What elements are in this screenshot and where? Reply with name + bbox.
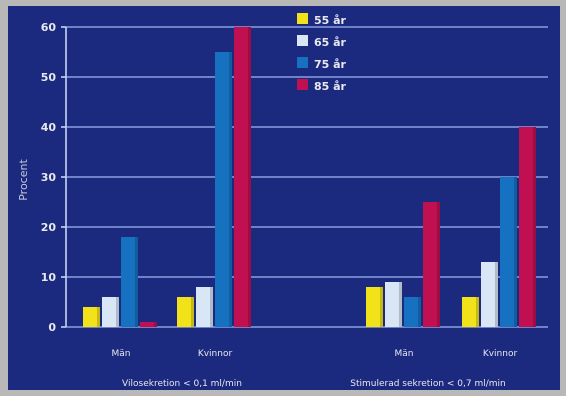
bar-shade [514, 177, 517, 327]
bar [462, 297, 479, 327]
legend: 55 år 65 år 75 år 85 år [297, 13, 347, 93]
bar-shade [154, 322, 157, 327]
bar [177, 297, 194, 327]
x-category-label: Män [112, 349, 131, 359]
bar [196, 287, 213, 327]
bar [121, 237, 138, 327]
bar [83, 307, 100, 327]
legend-label: 75 år [314, 58, 347, 71]
y-tick-label: 0 [48, 321, 56, 334]
bar-shade [229, 52, 232, 327]
bar-shade [97, 307, 100, 327]
bar-shade [116, 297, 119, 327]
bar-shade [135, 237, 138, 327]
bar-shade [191, 297, 194, 327]
bar-shade [418, 297, 421, 327]
bar [423, 202, 440, 327]
bar [481, 262, 498, 327]
bar [404, 297, 421, 327]
legend-label: 55 år [314, 14, 347, 27]
y-tick-label: 10 [41, 271, 57, 284]
group-label-2: Stimulerad sekretion < 0,7 ml/min [350, 379, 505, 389]
bar [140, 322, 157, 327]
legend-swatch [297, 35, 308, 46]
x-axis-categories: Män Kvinnor Män Kvinnor [112, 349, 518, 359]
legend-swatch [297, 57, 308, 68]
bar [519, 127, 536, 327]
gridlines [61, 26, 548, 328]
y-tick-label: 40 [41, 121, 57, 134]
bar-shade [476, 297, 479, 327]
bar [102, 297, 119, 327]
bar [385, 282, 402, 327]
legend-swatch [297, 79, 308, 90]
legend-label: 85 år [314, 80, 347, 93]
x-category-label: Kvinnor [483, 349, 518, 359]
bar [500, 177, 517, 327]
bar-shade [437, 202, 440, 327]
bar [215, 52, 232, 327]
bar-shade [210, 287, 213, 327]
group-label-1: Vilosekretion < 0,1 ml/min [122, 379, 242, 389]
x-category-label: Kvinnor [198, 349, 233, 359]
legend-swatch [297, 13, 308, 24]
y-tick-label: 30 [41, 171, 57, 184]
bar-shade [248, 27, 251, 327]
bar-shade [380, 287, 383, 327]
y-tick-label: 60 [41, 21, 57, 34]
y-tick-label: 50 [41, 71, 57, 84]
bar-shade [533, 127, 536, 327]
legend-label: 65 år [314, 36, 347, 49]
bar-shade [399, 282, 402, 327]
y-axis-label: Procent [17, 159, 30, 201]
bars [83, 27, 536, 327]
bar [366, 287, 383, 327]
bar-shade [495, 262, 498, 327]
y-tick-label: 20 [41, 221, 57, 234]
bar [234, 27, 251, 327]
x-category-label: Män [395, 349, 414, 359]
y-axis-ticks: 0 10 20 30 40 50 60 [41, 21, 57, 334]
